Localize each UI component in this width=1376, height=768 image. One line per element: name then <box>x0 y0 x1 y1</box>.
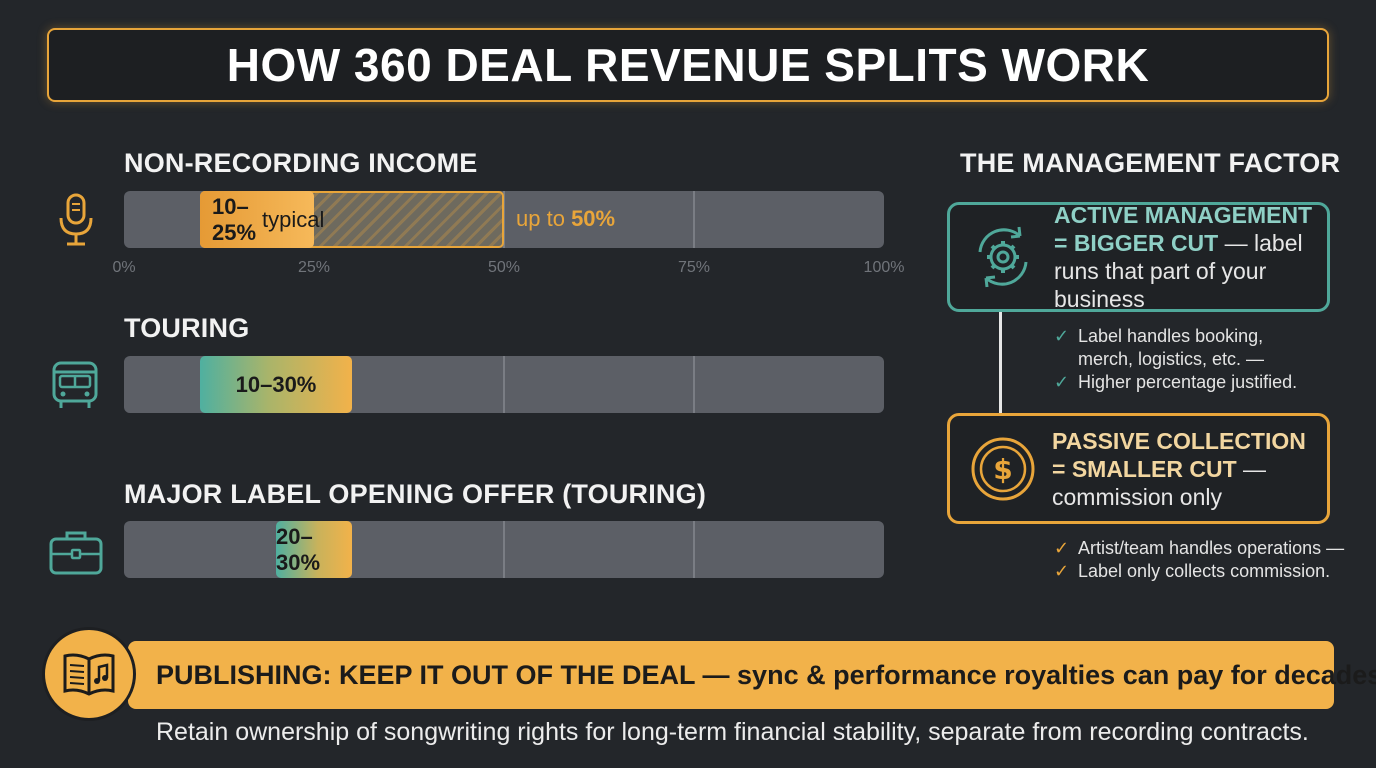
passive-collection-text: PASSIVE COLLECTION = SMALLER CUT — commi… <box>1052 427 1314 511</box>
publishing-headline: PUBLISHING: KEEP IT OUT OF THE DEAL — sy… <box>156 659 1376 690</box>
bus-icon <box>52 361 98 408</box>
active-management-rest: — label runs that part of your business <box>1054 230 1303 312</box>
axis-tick-50: 50% <box>487 259 521 276</box>
typical-range-fill: 10–25% typical <box>200 191 324 248</box>
touring-bar-track: 10–30% <box>124 356 884 413</box>
passive-collection-bold: PASSIVE COLLECTION = SMALLER CUT <box>1052 427 1306 482</box>
active-checklist: ✓ Label handles booking, merch, logistics… <box>1054 325 1306 394</box>
connector-line <box>999 311 1002 415</box>
microphone-icon <box>59 193 93 246</box>
gridline-50 <box>503 356 505 413</box>
title-banner: HOW 360 DEAL REVENUE SPLITS WORK <box>47 28 1329 102</box>
axis-tick-25: 25% <box>297 259 331 276</box>
list-item: ✓ Artist/team handles operations — <box>1054 538 1345 558</box>
publishing-subtext: Retain ownership of songwriting rights f… <box>156 718 1309 746</box>
axis-tick-0: 0% <box>112 259 136 276</box>
major-label-range-label: 20–30% <box>276 523 321 575</box>
major-label-range-fill: 20–30% <box>276 521 352 578</box>
touring-range-label: 10–30% <box>235 371 317 397</box>
list-item: ✓ Higher percentage justified. <box>1054 372 1298 392</box>
active-management-bold: ACTIVE MANAGEMENT = BIGGER CUT <box>1054 202 1313 256</box>
gridline-75 <box>693 191 695 248</box>
gridline-50 <box>503 191 505 248</box>
non-recording-heading: NON-RECORDING INCOME <box>124 148 478 178</box>
gridline-50 <box>503 521 505 578</box>
touring-range-fill: 10–30% <box>200 356 352 413</box>
publishing-badge <box>42 627 136 721</box>
axis-tick-100: 100% <box>863 259 905 276</box>
briefcase-icon <box>49 531 103 575</box>
max-range-prefix: up to <box>516 206 565 231</box>
passive-collection-box: $ PASSIVE COLLECTION = SMALLER CUT — com… <box>947 413 1330 524</box>
management-heading: THE MANAGEMENT FACTOR <box>960 148 1341 178</box>
typical-range-word: typical <box>262 206 325 232</box>
list-item: ✓ Label handles booking, merch, logistics… <box>1054 326 1265 369</box>
active-management-text: ACTIVE MANAGEMENT = BIGGER CUT — label r… <box>1054 201 1316 313</box>
publishing-banner: PUBLISHING: KEEP IT OUT OF THE DEAL — sy… <box>128 641 1376 709</box>
active-management-box: ACTIVE MANAGEMENT = BIGGER CUT — label r… <box>947 202 1330 312</box>
max-range-label: up to 50% <box>516 206 615 232</box>
passive-checklist: ✓ Artist/team handles operations — ✓ Label… <box>1054 537 1344 583</box>
major-label-heading: MAJOR LABEL OPENING OFFER (TOURING) <box>124 479 707 509</box>
passive-collection-rest: — commission only <box>1052 455 1267 510</box>
non-recording-bar-track: 10–25% typical <box>124 191 884 248</box>
page-title: HOW 360 DEAL REVENUE SPLITS WORK <box>226 39 1150 91</box>
gridline-75 <box>693 356 695 413</box>
songbook-icon <box>63 653 115 696</box>
gear-cycle-icon <box>978 226 1028 288</box>
max-range-value: 50% <box>571 206 616 231</box>
typical-range-pct: 10–25% <box>212 193 257 245</box>
touring-heading: TOURING <box>124 313 250 343</box>
list-item: ✓ Label only collects commission. <box>1054 561 1331 581</box>
dollar-coin-icon: $ <box>971 437 1035 500</box>
gridline-75 <box>693 521 695 578</box>
axis-tick-75: 75% <box>677 259 711 276</box>
major-label-bar-track: 20–30% <box>124 521 884 578</box>
svg-text:$: $ <box>993 453 1012 486</box>
